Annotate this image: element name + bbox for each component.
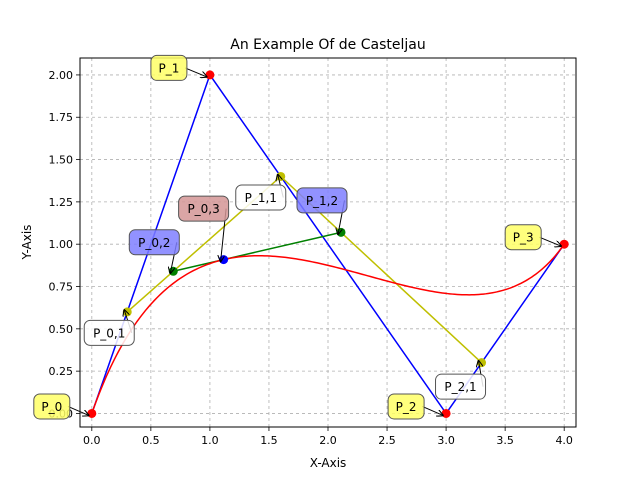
label-box bbox=[387, 393, 425, 420]
bezier-curve bbox=[91, 243, 565, 414]
grid bbox=[80, 58, 576, 427]
label-box bbox=[128, 229, 180, 256]
label-text: P_3 bbox=[513, 231, 534, 245]
y-tick-label: 1.50 bbox=[49, 154, 74, 167]
label-box bbox=[83, 319, 135, 346]
label-box bbox=[33, 393, 71, 420]
label-text: P_1,1 bbox=[245, 191, 277, 205]
control-point-marker bbox=[559, 239, 569, 249]
y-tick-label: 0.50 bbox=[49, 323, 74, 336]
label-text: P_0 bbox=[41, 400, 62, 414]
point-label: P_1,1 bbox=[235, 174, 287, 211]
x-tick-label: 0.0 bbox=[83, 434, 101, 447]
y-tick-label: 0.75 bbox=[49, 281, 74, 294]
point-label: P_1 bbox=[150, 54, 207, 81]
label-arrow bbox=[67, 405, 89, 415]
point-labels: P_0 P_1 P_2 P_3 P_0,1 P_1,1 P_2,1 P_0,2 P_1,2 P_0… bbox=[33, 54, 561, 420]
level2-point-marker bbox=[336, 227, 346, 237]
x-tick-label: 3.5 bbox=[496, 434, 514, 447]
label-text: P_1 bbox=[158, 61, 179, 75]
control-point-marker bbox=[87, 408, 97, 418]
label-box bbox=[504, 224, 542, 251]
y-tick-label: 1.75 bbox=[49, 111, 74, 124]
label-text: P_0,2 bbox=[138, 236, 170, 250]
chart-title: An Example Of de Casteljau bbox=[230, 37, 425, 53]
y-axis-label: Y-Axis bbox=[20, 225, 34, 261]
control-point-marker bbox=[205, 70, 215, 80]
label-arrow bbox=[422, 405, 443, 415]
x-tick-label: 1.0 bbox=[201, 434, 219, 447]
label-box bbox=[178, 195, 230, 222]
point-label: P_0,1 bbox=[83, 310, 135, 346]
control-point-marker bbox=[441, 408, 451, 418]
x-axis-ticks: 0.0 0.5 1.0 1.5 2.0 2.5 3.0 3.5 4.0 bbox=[83, 427, 573, 447]
label-text: P_1,2 bbox=[306, 194, 338, 208]
point-label: P_0,2 bbox=[128, 229, 180, 274]
x-tick-label: 3.0 bbox=[437, 434, 455, 447]
label-text: P_0,3 bbox=[187, 202, 219, 216]
point-label: P_0,3 bbox=[178, 195, 230, 262]
x-tick-label: 2.5 bbox=[378, 434, 396, 447]
label-box bbox=[150, 54, 188, 81]
point-label: P_2,1 bbox=[435, 361, 487, 400]
plot-area bbox=[87, 70, 569, 418]
label-box bbox=[235, 184, 287, 211]
point-label: P_2 bbox=[387, 393, 443, 420]
y-tick-label: 1.00 bbox=[49, 238, 74, 251]
label-box bbox=[296, 187, 348, 214]
level2-line bbox=[173, 231, 342, 273]
level1-point-marker bbox=[276, 171, 286, 181]
x-tick-label: 4.0 bbox=[555, 434, 573, 447]
x-tick-label: 0.5 bbox=[142, 434, 160, 447]
point-label: P_0 bbox=[33, 393, 89, 420]
level2-point-marker bbox=[168, 266, 178, 276]
label-arrow bbox=[184, 67, 207, 77]
label-text: P_2,1 bbox=[444, 380, 476, 394]
y-tick-label: 2.00 bbox=[49, 69, 74, 82]
x-tick-label: 2.0 bbox=[319, 434, 337, 447]
y-tick-label: 0.25 bbox=[49, 365, 74, 378]
label-box bbox=[435, 373, 487, 400]
label-text: P_2 bbox=[396, 400, 417, 414]
point-label: P_3 bbox=[504, 224, 561, 251]
label-text: P_0,1 bbox=[93, 326, 125, 340]
level1-point-marker bbox=[122, 307, 132, 317]
point-label: P_1,2 bbox=[296, 187, 348, 235]
x-tick-label: 1.5 bbox=[260, 434, 278, 447]
y-tick-label: 1.25 bbox=[49, 196, 74, 209]
label-arrow bbox=[539, 236, 561, 246]
x-axis-label: X-Axis bbox=[310, 456, 347, 470]
